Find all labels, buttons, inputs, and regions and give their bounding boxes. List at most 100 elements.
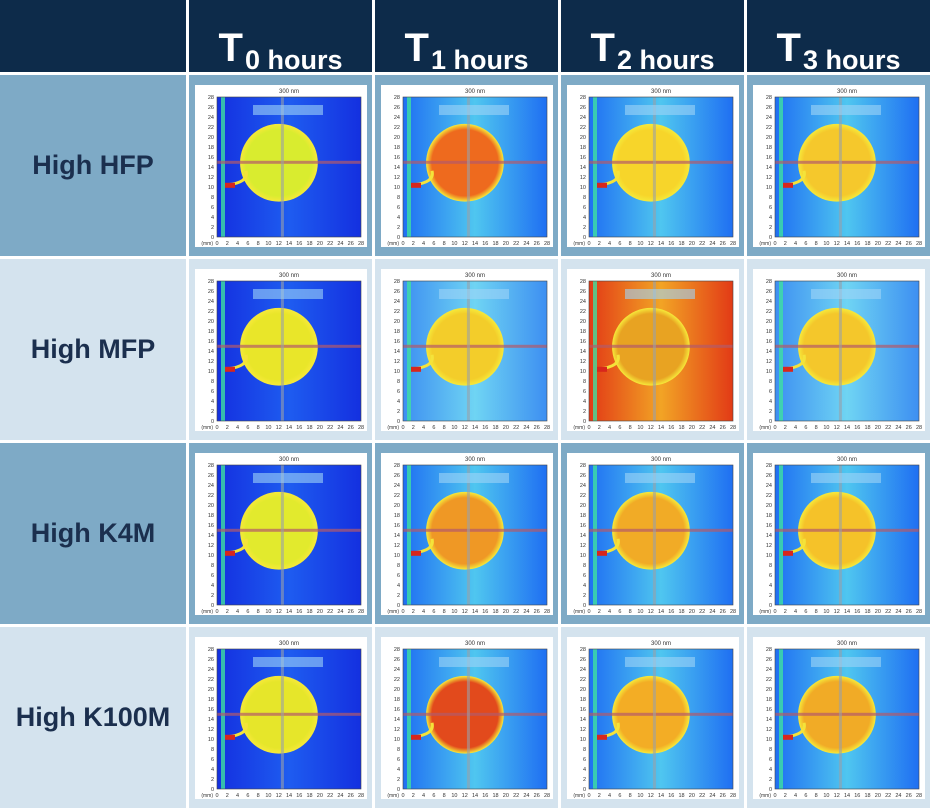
x-tick-label: 24 (895, 241, 901, 247)
y-tick-label: 4 (582, 399, 585, 405)
x-tick-label: 24 (337, 609, 343, 615)
vessel-wall (220, 464, 225, 605)
y-tick-label: 26 (393, 105, 399, 111)
axis-unit: (mm) (201, 793, 213, 799)
column-header-sub: 1 hours (430, 45, 529, 75)
y-tick-label: 6 (210, 389, 213, 395)
y-tick-label: 12 (207, 359, 213, 365)
x-tick-label: 20 (874, 241, 880, 247)
y-tick-label: 24 (393, 299, 399, 305)
y-tick-label: 20 (393, 319, 399, 325)
x-tick-label: 20 (316, 425, 322, 431)
y-tick-label: 20 (765, 135, 771, 141)
x-tick-label: 26 (533, 609, 539, 615)
x-tick-label: 16 (482, 609, 488, 615)
y-tick-label: 24 (207, 299, 213, 305)
axis-unit: (mm) (573, 609, 585, 615)
x-tick-label: 28 (357, 793, 363, 799)
y-tick-label: 8 (210, 563, 213, 569)
y-tick-label: 6 (210, 573, 213, 579)
x-tick-label: 28 (915, 793, 921, 799)
x-tick-label: 24 (895, 793, 901, 799)
x-tick-label: 22 (513, 241, 519, 247)
x-tick-label: 20 (502, 241, 508, 247)
axis-unit: (mm) (573, 241, 585, 247)
x-tick-label: 16 (854, 241, 860, 247)
image-cell: 300 nm 0 2 4 6 8 10 12 14 16 18 20 22 24 26 28 28 26 24 22 2… (747, 259, 930, 440)
y-tick-label: 18 (207, 145, 213, 151)
y-tick-label: 16 (765, 707, 771, 713)
y-tick-label: 20 (579, 319, 585, 325)
y-tick-label: 26 (393, 473, 399, 479)
x-tick-label: 10 (265, 425, 271, 431)
y-tick-label: 12 (393, 543, 399, 549)
y-tick-label: 26 (765, 289, 771, 295)
y-tick-label: 26 (579, 657, 585, 663)
y-tick-label: 10 (579, 553, 585, 559)
x-tick-label: 26 (533, 793, 539, 799)
panel-title: 300 nm (464, 89, 484, 95)
x-tick-label: 4 (236, 241, 239, 247)
y-tick-label: 26 (765, 473, 771, 479)
panel-title: 300 nm (836, 89, 856, 95)
panel-title: 300 nm (650, 89, 670, 95)
y-tick-label: 6 (582, 757, 585, 763)
x-tick-label: 10 (823, 609, 829, 615)
column-header-letter: T (776, 26, 801, 70)
y-tick-label: 14 (765, 165, 771, 171)
y-tick-label: 14 (579, 533, 585, 539)
x-tick-label: 12 (647, 793, 653, 799)
uv-image-panel: 300 nm0 2 4 6 8 10 12 14 16 18 20 22 24 26 28282624222… (380, 268, 553, 431)
y-tick-label: 4 (768, 583, 771, 589)
x-tick-label: 14 (285, 793, 291, 799)
x-tick-label: 14 (471, 793, 477, 799)
y-tick-label: 24 (207, 483, 213, 489)
y-tick-label: 0 (582, 787, 585, 793)
y-tick-label: 8 (768, 747, 771, 753)
x-tick-label: 2 (225, 425, 228, 431)
y-tick-label: 14 (765, 717, 771, 723)
uv-image-panel: 300 nm0 2 4 6 8 10 12 14 16 18 20 22 24 26 28282624222… (752, 84, 925, 247)
y-tick-label: 20 (393, 135, 399, 141)
axis-unit: (mm) (201, 241, 213, 247)
x-tick-label: 22 (885, 241, 891, 247)
uv-image-panel: 300 nm0 2 4 6 8 10 12 14 16 18 20 22 24 26 28282624222… (380, 636, 553, 799)
y-tick-label: 28 (393, 463, 399, 469)
x-tick-label: 24 (523, 425, 529, 431)
y-tick-label: 16 (765, 339, 771, 345)
y-tick-label: 14 (579, 349, 585, 355)
y-tick-label: 28 (393, 279, 399, 285)
x-tick-label: 26 (905, 425, 911, 431)
y-tick-label: 28 (765, 279, 771, 285)
axis-unit: (mm) (387, 425, 399, 431)
y-tick-label: 6 (210, 205, 213, 211)
x-tick-label: 0 (401, 241, 404, 247)
x-tick-label: 22 (885, 793, 891, 799)
y-tick-label: 10 (393, 737, 399, 743)
x-tick-label: 12 (275, 425, 281, 431)
x-tick-label: 2 (411, 793, 414, 799)
x-tick-label: 10 (637, 425, 643, 431)
axis-unit: (mm) (573, 793, 585, 799)
x-tick-label: 10 (823, 425, 829, 431)
x-tick-label: 6 (432, 425, 435, 431)
x-tick-label: 2 (783, 609, 786, 615)
x-tick-label: 2 (597, 425, 600, 431)
x-tick-label: 2 (411, 425, 414, 431)
x-tick-label: 10 (823, 241, 829, 247)
vessel-wall (778, 96, 783, 237)
y-tick-label: 0 (396, 235, 399, 241)
y-tick-label: 2 (396, 409, 399, 415)
y-tick-label: 16 (765, 523, 771, 529)
y-tick-label: 2 (396, 777, 399, 783)
column-header-sub: 0 hours (244, 45, 343, 75)
x-tick-label: 0 (401, 793, 404, 799)
x-tick-label: 6 (432, 793, 435, 799)
x-tick-label: 22 (885, 425, 891, 431)
table-corner (0, 0, 186, 72)
x-tick-label: 0 (587, 609, 590, 615)
x-tick-label: 24 (709, 793, 715, 799)
y-tick-label: 6 (582, 573, 585, 579)
x-tick-label: 6 (804, 793, 807, 799)
